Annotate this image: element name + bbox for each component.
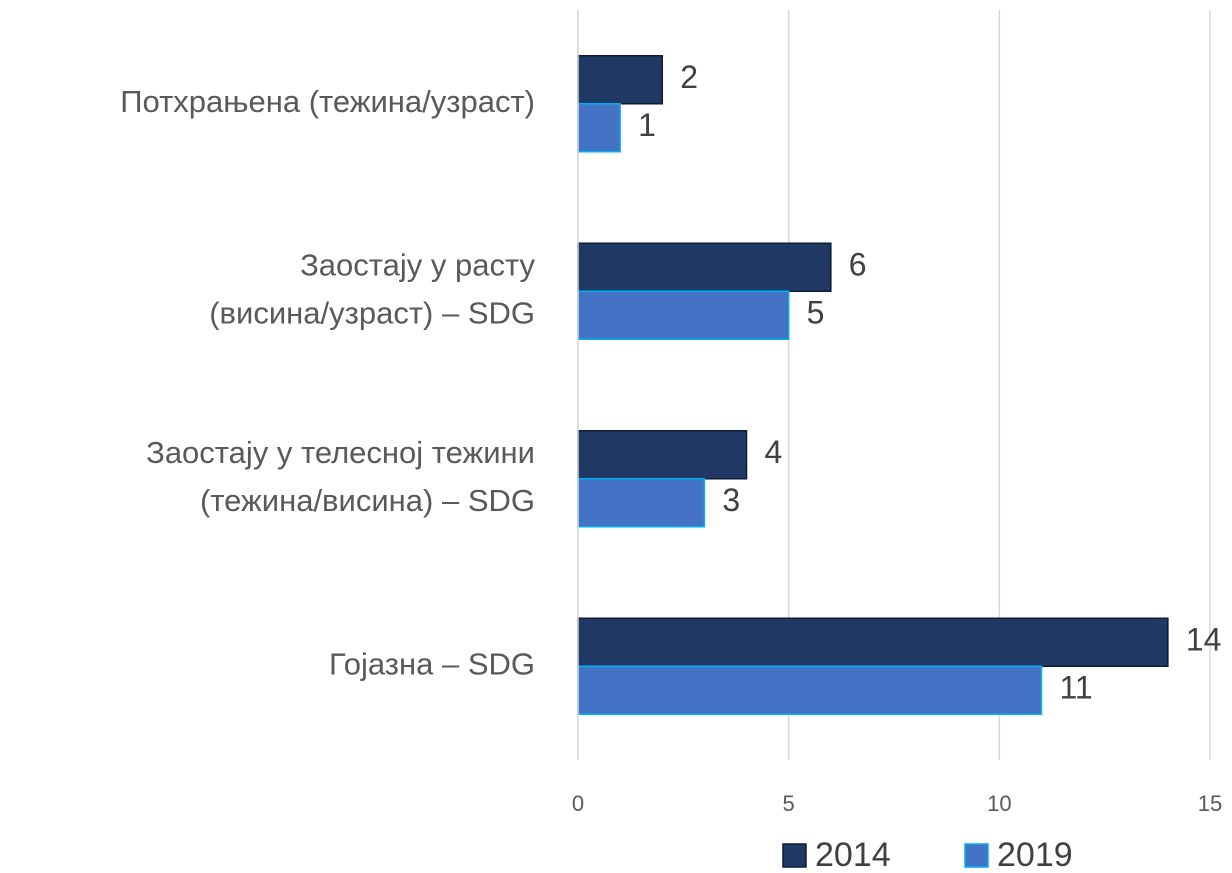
- x-tick-label: 0: [572, 791, 584, 816]
- legend-swatch: [782, 843, 807, 868]
- legend-swatch: [964, 843, 989, 868]
- data-label: 11: [1059, 670, 1092, 706]
- y-tick-label: Гојазна – SDG: [329, 646, 535, 681]
- data-label: 3: [722, 482, 740, 518]
- bar: [577, 242, 832, 292]
- y-tick-label: Заостају у телесној тежини (тежина/висина…: [146, 435, 535, 518]
- x-tick-label: 15: [1198, 791, 1222, 816]
- data-label: 1: [638, 107, 656, 143]
- x-tick-label: 10: [987, 791, 1011, 816]
- data-label: 5: [807, 295, 825, 331]
- x-tick-label: 5: [783, 791, 795, 816]
- bar: [577, 478, 706, 528]
- legend-label: 2019: [997, 836, 1073, 873]
- bar: [577, 617, 1169, 667]
- bar: [577, 290, 790, 340]
- bar: [577, 103, 621, 153]
- legend-label: 2014: [815, 836, 891, 873]
- data-label: 2: [680, 59, 698, 95]
- data-label: 4: [765, 434, 783, 470]
- bar: [577, 430, 748, 480]
- y-tick-label: Потхрањена (тежина/узраст): [120, 84, 535, 119]
- bar: [577, 55, 664, 105]
- bar: [577, 665, 1043, 715]
- data-label: 14: [1186, 622, 1222, 658]
- data-label: 6: [849, 247, 867, 283]
- y-tick-label: Заостају у расту (висина/узраст) – SDG: [209, 247, 535, 330]
